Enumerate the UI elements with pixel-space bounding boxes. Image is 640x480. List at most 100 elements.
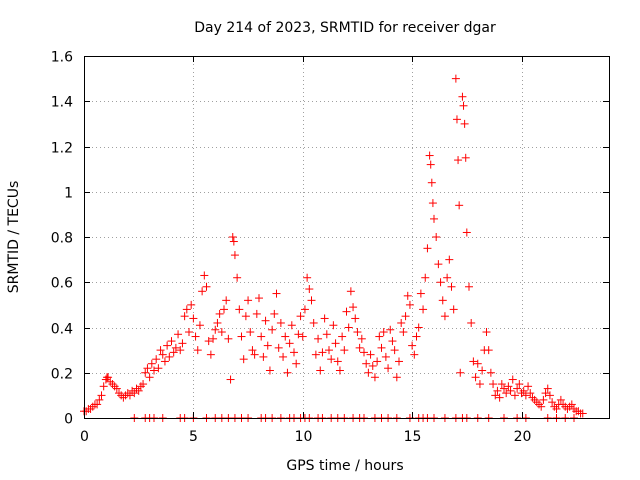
data-point xyxy=(395,357,403,366)
data-point xyxy=(375,332,384,341)
data-point xyxy=(222,296,231,305)
x-tick-label: 15 xyxy=(404,429,422,445)
data-point xyxy=(353,328,362,337)
y-tick-label: 0.6 xyxy=(51,276,73,292)
data-point xyxy=(270,309,279,318)
data-point xyxy=(377,343,386,352)
y-tick-label: 1.6 xyxy=(51,50,73,66)
data-point xyxy=(526,389,535,398)
data-point xyxy=(373,357,382,366)
data-point xyxy=(449,305,458,314)
data-point xyxy=(300,305,309,314)
data-point xyxy=(440,312,449,321)
data-point xyxy=(451,74,460,83)
data-point xyxy=(459,101,468,110)
data-point xyxy=(351,314,360,323)
data-point xyxy=(344,323,353,332)
data-point xyxy=(484,346,493,355)
data-point xyxy=(200,271,209,280)
data-point xyxy=(171,343,180,352)
data-point xyxy=(325,346,333,355)
data-point xyxy=(532,398,541,407)
data-point xyxy=(93,400,102,409)
data-point xyxy=(355,343,364,352)
data-point xyxy=(125,391,134,400)
data-point xyxy=(226,375,235,384)
data-point xyxy=(316,366,325,375)
data-point xyxy=(482,328,491,337)
data-point xyxy=(340,346,349,355)
data-point xyxy=(425,151,434,160)
data-point xyxy=(224,334,233,343)
x-tick-label: 5 xyxy=(189,429,198,445)
data-point xyxy=(366,350,375,359)
data-point xyxy=(567,400,576,409)
data-point xyxy=(108,380,117,389)
data-point xyxy=(215,309,224,318)
data-point xyxy=(508,375,517,384)
data-point xyxy=(112,384,121,393)
data-point xyxy=(95,395,104,404)
data-point xyxy=(110,382,119,391)
data-point xyxy=(152,355,161,364)
data-point xyxy=(506,386,515,395)
data-point xyxy=(119,393,128,402)
data-point xyxy=(443,273,452,282)
data-point xyxy=(430,214,438,223)
data-point xyxy=(465,282,473,291)
data-point xyxy=(290,348,298,357)
data-point xyxy=(136,382,145,391)
y-tick-label: 1.2 xyxy=(51,141,73,157)
data-point xyxy=(455,201,464,210)
grid xyxy=(84,56,609,418)
y-tick-label: 0.2 xyxy=(51,367,73,383)
data-point xyxy=(329,321,338,330)
data-point xyxy=(574,407,583,416)
data-point xyxy=(495,393,504,402)
data-point xyxy=(346,287,355,296)
x-axis-label: GPS time / hours xyxy=(286,458,403,474)
data-point xyxy=(471,373,480,382)
data-point xyxy=(255,294,263,303)
data-point xyxy=(147,359,156,368)
data-point xyxy=(515,380,524,389)
data-point xyxy=(364,368,373,377)
data-point xyxy=(311,350,320,359)
data-point xyxy=(150,366,158,375)
data-point xyxy=(206,350,215,359)
data-point xyxy=(524,382,533,391)
data-point xyxy=(276,318,285,327)
data-point xyxy=(115,389,123,398)
data-point xyxy=(303,273,312,282)
data-point xyxy=(217,328,226,337)
data-point xyxy=(537,402,546,411)
data-point xyxy=(362,359,371,368)
data-point xyxy=(392,373,401,382)
data-point xyxy=(82,407,91,416)
chart-title: Day 214 of 2023, SRMTID for receiver dga… xyxy=(194,20,496,36)
data-point xyxy=(211,325,220,334)
data-point xyxy=(368,361,377,370)
data-point xyxy=(541,389,550,398)
data-point xyxy=(167,337,176,346)
data-point xyxy=(381,352,390,361)
data-point xyxy=(510,391,519,400)
data-point xyxy=(467,318,476,327)
data-point xyxy=(360,348,368,357)
data-point xyxy=(274,343,283,352)
data-point xyxy=(178,339,187,348)
data-point xyxy=(309,318,318,327)
data-point xyxy=(154,364,163,373)
data-point xyxy=(397,318,406,327)
data-point xyxy=(469,357,478,366)
data-point xyxy=(426,160,435,169)
data-point xyxy=(331,339,340,348)
data-point xyxy=(543,384,552,393)
data-point xyxy=(143,364,152,373)
data-point xyxy=(298,332,307,341)
data-point xyxy=(333,357,342,366)
data-point xyxy=(390,346,399,355)
data-point xyxy=(419,305,428,314)
data-point xyxy=(195,321,204,330)
data-point xyxy=(198,287,207,296)
